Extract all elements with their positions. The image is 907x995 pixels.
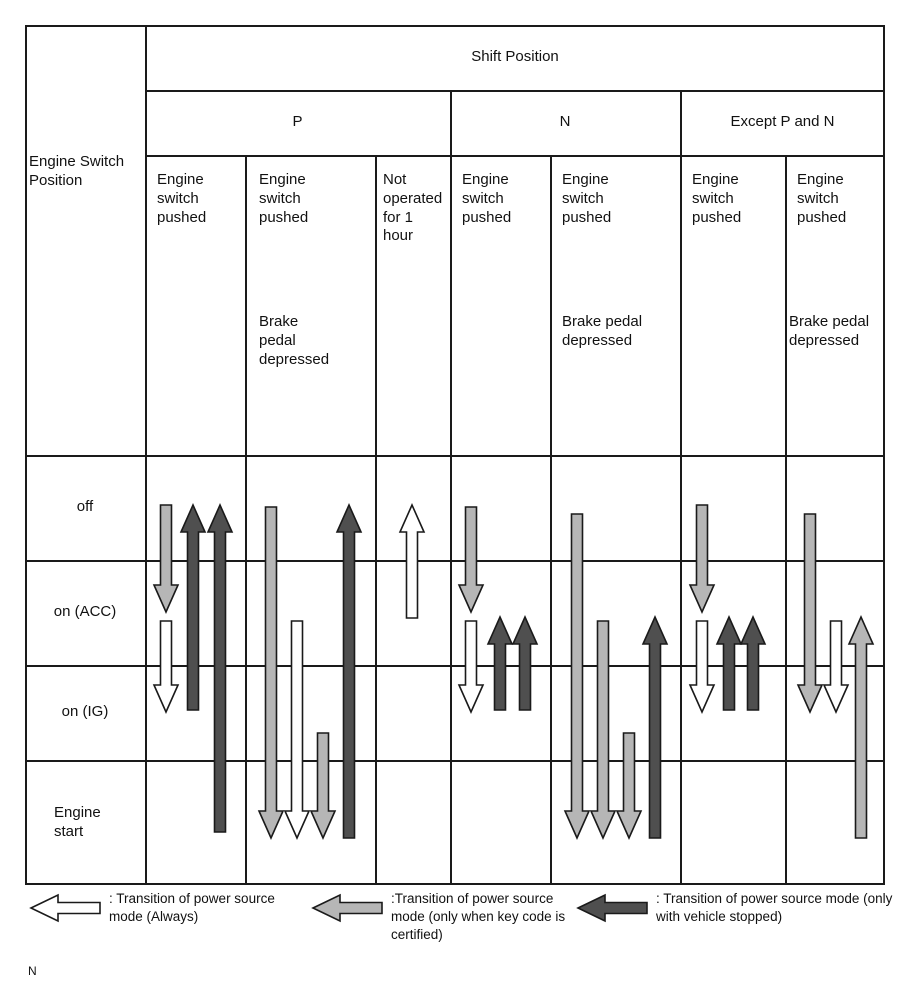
grid-line xyxy=(375,155,377,885)
legend-text-vehicle-stopped: : Transition of power source mode (only … xyxy=(656,891,893,924)
grid-line xyxy=(550,155,552,885)
legend-text-key-certified: :Transition of power source mode (only w… xyxy=(391,891,566,942)
column-header-2: Engine switch pushed Brake pedal depress… xyxy=(245,155,375,455)
grid-line xyxy=(145,90,885,92)
condition-label: Engine switch pushed xyxy=(462,171,512,226)
grid-line xyxy=(25,760,885,762)
condition-sublabel: Brake pedal depressed xyxy=(789,313,870,349)
legend-text-always: : Transition of power source mode (Alway… xyxy=(109,891,275,924)
engine-switch-position-label: Engine Switch Position xyxy=(29,153,125,189)
column-header-3: Not operated for 1 hour xyxy=(375,155,450,455)
legend-arrow-always xyxy=(29,893,101,923)
legend-arrow-stopped xyxy=(576,893,648,923)
condition-label: Engine switch pushed xyxy=(562,171,612,226)
grid-line xyxy=(680,90,682,885)
condition-sublabel: Brake pedal depressed xyxy=(562,313,643,349)
grid-line xyxy=(25,560,885,562)
row-label-engine-start: Engine start xyxy=(25,760,145,885)
corner-label: Engine Switch Position xyxy=(25,25,145,455)
condition-label: Engine switch pushed xyxy=(797,171,847,226)
vehicle-stopped-arrow-icon xyxy=(576,893,648,923)
grid-line xyxy=(25,665,885,667)
column-header-6: Engine switch pushed xyxy=(680,155,785,455)
column-header-4: Engine switch pushed xyxy=(450,155,550,455)
engine-start-label: Engine start xyxy=(54,803,101,840)
column-header-7: Engine switch pushed Brake pedal depress… xyxy=(785,155,885,455)
legend-arrow-key xyxy=(311,893,383,923)
condition-label: Engine switch pushed xyxy=(259,171,309,226)
header-group-n: N xyxy=(559,113,571,131)
column-header-5: Engine switch pushed Brake pedal depress… xyxy=(550,155,680,455)
row-label-on-ig: on (IG) xyxy=(61,703,109,721)
header-group-p: P xyxy=(292,113,303,131)
legend-item-vehicle-stopped: : Transition of power source mode (only … xyxy=(575,890,907,926)
grid-line xyxy=(145,155,885,157)
grid-line xyxy=(450,90,452,885)
grid-line xyxy=(25,455,885,457)
header-shift-position: Shift Position xyxy=(471,48,559,66)
legend-item-always: : Transition of power source mode (Alway… xyxy=(28,890,309,926)
row-label-on-acc: on (ACC) xyxy=(53,603,117,621)
condition-label: Engine switch pushed xyxy=(692,171,742,226)
row-label-off: off xyxy=(76,498,94,516)
header-group-except-p-n: Except P and N xyxy=(730,113,835,131)
always-arrow-icon xyxy=(29,893,101,923)
condition-label: Not operated for 1 hour xyxy=(383,171,443,245)
condition-label: Engine switch pushed xyxy=(157,171,207,226)
column-header-1: Engine switch pushed xyxy=(145,155,245,455)
legend-item-key-certified: :Transition of power source mode (only w… xyxy=(310,890,576,943)
condition-sublabel: Brake pedal depressed xyxy=(259,313,330,368)
page-footnote: N xyxy=(28,964,37,978)
key-certified-arrow-icon xyxy=(311,893,383,923)
grid-line xyxy=(245,155,247,885)
grid-line xyxy=(785,155,787,885)
